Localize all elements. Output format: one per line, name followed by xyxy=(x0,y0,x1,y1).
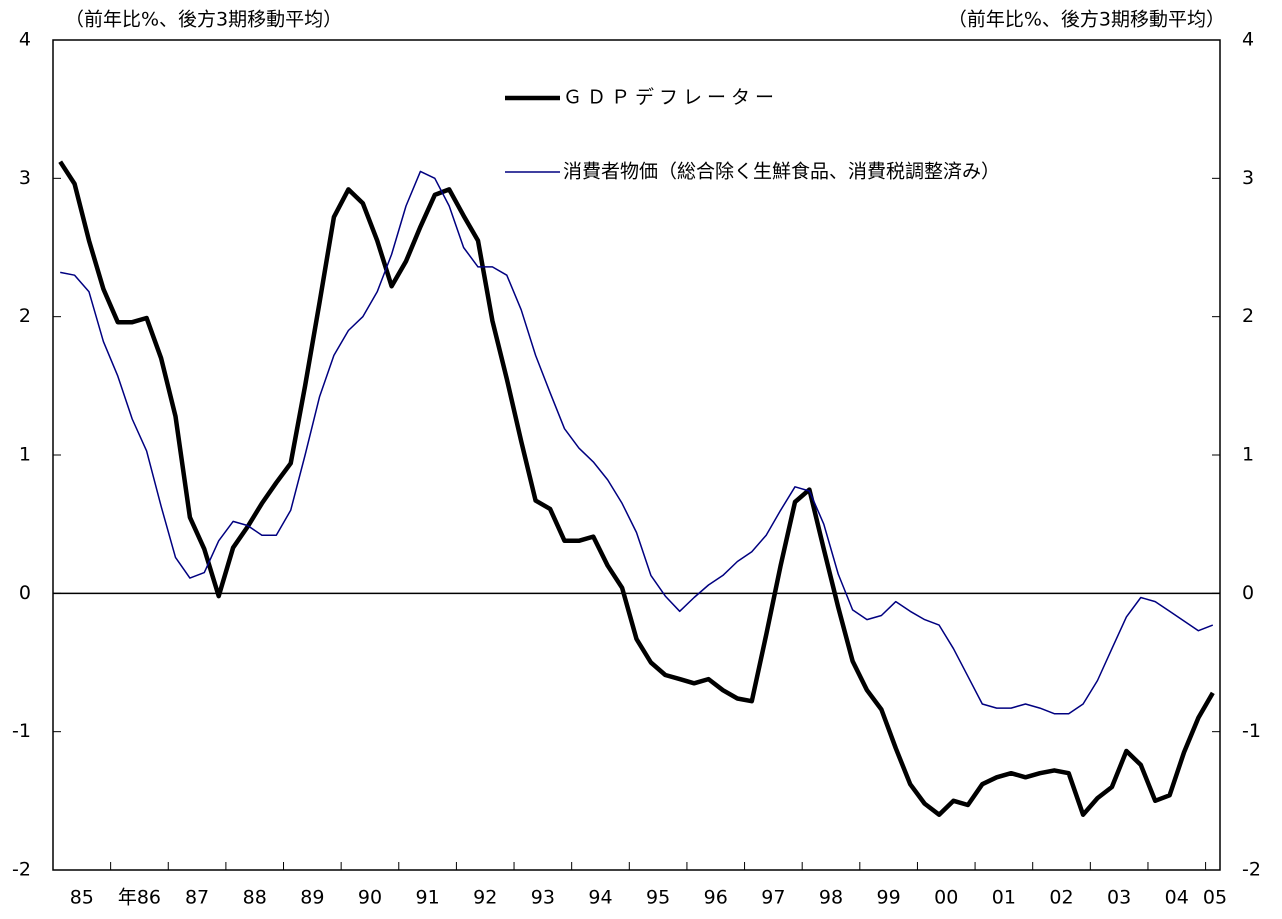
x-tick-label: 88 xyxy=(243,887,267,909)
x-tick-label: 00 xyxy=(934,887,958,909)
x-tick-label: 97 xyxy=(761,887,785,909)
x-tick-label: 99 xyxy=(877,887,901,909)
y-tick-label: 3 xyxy=(19,167,31,189)
series-line xyxy=(58,160,1215,817)
x-tick-label: 94 xyxy=(588,887,612,909)
y2-tick-label: 3 xyxy=(1242,167,1254,189)
y2-axis-label: （前年比%、後方3期移動平均） xyxy=(948,9,1225,31)
y-tick-label: -2 xyxy=(12,859,31,881)
x-tick-label: 年86 xyxy=(118,887,161,909)
x-tick-label: 85 xyxy=(70,887,94,909)
x-tick-label: 92 xyxy=(473,887,497,909)
x-tick-label: 98 xyxy=(819,887,843,909)
y2-tick-label: 2 xyxy=(1242,305,1254,327)
x-tick-label: 96 xyxy=(704,887,728,909)
x-tick-label: 02 xyxy=(1049,887,1073,909)
y2-tick-label: 0 xyxy=(1242,582,1254,604)
y-tick-label: 0 xyxy=(19,582,31,604)
y-tick-label: 2 xyxy=(19,305,31,327)
series-line xyxy=(60,170,1214,715)
x-tick-label: 91 xyxy=(415,887,439,909)
legend-label: ＧＤＰデフレーター xyxy=(563,87,779,109)
y2-tick-label: -2 xyxy=(1242,859,1261,881)
x-tick-label: 05 xyxy=(1203,887,1227,909)
y-tick-label: -1 xyxy=(12,720,31,742)
y-axis-label: （前年比%、後方3期移動平均） xyxy=(65,9,342,31)
x-tick-label: 90 xyxy=(358,887,382,909)
x-tick-label: 04 xyxy=(1165,887,1189,909)
y-tick-label: 1 xyxy=(19,444,31,466)
y2-tick-label: 4 xyxy=(1242,29,1254,51)
x-tick-label: 01 xyxy=(992,887,1016,909)
x-tick-label: 93 xyxy=(531,887,555,909)
y2-tick-label: 1 xyxy=(1242,444,1254,466)
x-tick-label: 89 xyxy=(300,887,324,909)
legend-label: 消費者物価（総合除く生鮮食品、消費税調整済み） xyxy=(563,161,1000,183)
x-tick-label: 95 xyxy=(646,887,670,909)
x-tick-label: 87 xyxy=(185,887,209,909)
y2-tick-label: -1 xyxy=(1242,720,1261,742)
x-tick-label: 03 xyxy=(1107,887,1131,909)
y-tick-label: 4 xyxy=(19,29,31,51)
